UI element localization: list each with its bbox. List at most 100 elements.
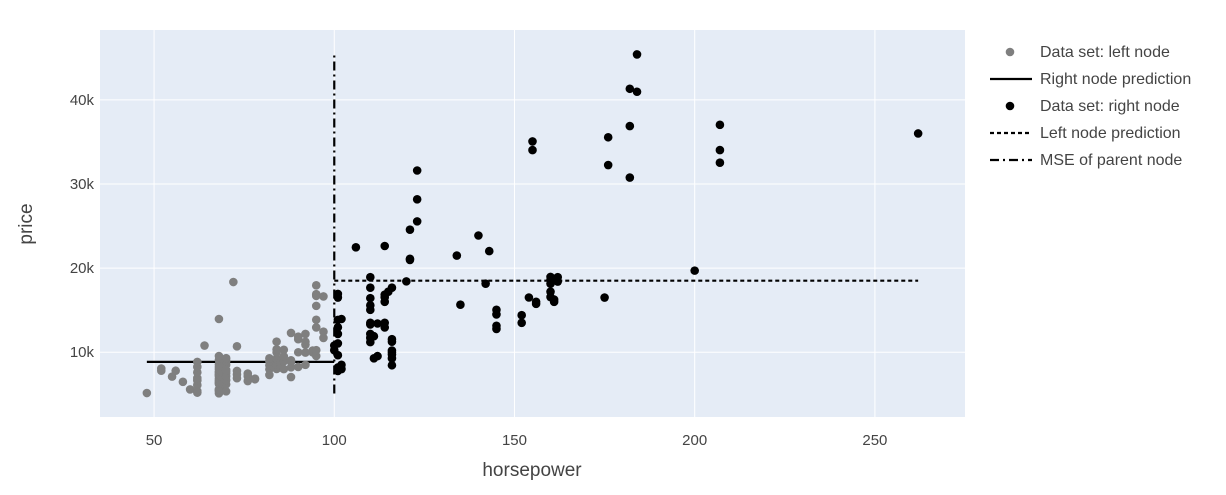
right-node-point <box>452 251 462 260</box>
right-node-point <box>402 277 411 286</box>
right-node-point <box>600 293 609 302</box>
left-node-point <box>272 337 281 346</box>
legend: Data set: left node Right node prediction… <box>990 44 1191 169</box>
right-node-point <box>380 241 390 251</box>
right-node-point <box>690 266 699 275</box>
right-node-point <box>366 300 375 310</box>
right-node-point <box>405 254 415 264</box>
right-node-point <box>632 50 642 59</box>
left-node-point <box>301 360 310 370</box>
right-node-point <box>333 329 343 339</box>
right-node-point <box>333 350 343 360</box>
x-tick-label: 50 <box>146 432 163 449</box>
legend-marker <box>1005 101 1015 111</box>
right-node-point <box>528 137 537 146</box>
right-node-point <box>405 225 415 234</box>
right-node-point <box>492 305 501 315</box>
y-tick-label: 20k <box>70 260 95 277</box>
left-node-point <box>232 342 242 351</box>
left-node-point <box>142 388 152 398</box>
left-node-point <box>279 364 289 374</box>
right-node-point <box>553 272 563 282</box>
right-node-point <box>333 322 343 332</box>
left-node-point <box>193 357 202 367</box>
right-node-point <box>481 279 490 288</box>
right-node-point <box>412 195 422 204</box>
left-node-point <box>221 353 231 363</box>
right-node-point <box>492 321 501 331</box>
right-node-point <box>366 318 375 328</box>
y-tick-label: 40k <box>70 92 95 109</box>
left-node-point <box>319 292 328 301</box>
right-node-point <box>366 272 375 282</box>
left-node-point <box>301 348 310 357</box>
left-node-point <box>250 374 260 383</box>
right-node-point <box>625 173 635 182</box>
left-node-point <box>272 345 281 354</box>
right-node-point <box>333 339 343 348</box>
left-node-point <box>311 323 321 332</box>
left-node-point <box>311 301 321 311</box>
right-node-point <box>456 300 465 310</box>
legend-marker <box>1005 47 1015 57</box>
right-node-point <box>517 318 526 328</box>
right-node-point <box>474 231 483 240</box>
right-node-point <box>715 120 725 130</box>
left-node-point <box>311 345 321 355</box>
right-node-point <box>484 246 494 256</box>
right-node-point <box>373 319 382 328</box>
left-node-point <box>193 388 202 397</box>
series-layer <box>142 50 923 398</box>
y-axis-title: price <box>16 203 37 244</box>
right-node-point <box>625 121 635 131</box>
y-tick-label: 10k <box>70 344 95 361</box>
right-node-point <box>373 351 382 361</box>
right-node-point <box>625 84 635 94</box>
left-node-point <box>319 327 328 336</box>
left-node-point <box>301 329 310 339</box>
right-node-point <box>632 87 642 97</box>
left-node-point <box>265 353 274 363</box>
right-node-point <box>337 314 346 324</box>
x-tick-label: 200 <box>682 432 707 449</box>
right-node-point <box>546 272 555 282</box>
right-node-point <box>528 145 537 155</box>
right-node-point <box>412 166 422 175</box>
legend-label: Left node prediction <box>1040 125 1181 142</box>
left-node-point <box>311 289 321 299</box>
left-node-point <box>221 387 231 396</box>
x-tick-label: 100 <box>322 432 347 449</box>
left-node-point <box>243 369 253 378</box>
x-axis-title: horsepower <box>482 460 582 481</box>
left-node-point <box>286 356 296 365</box>
right-node-point <box>524 293 534 302</box>
right-node-point <box>517 310 526 320</box>
right-node-point <box>715 158 725 167</box>
right-node-point <box>387 360 397 370</box>
right-node-point <box>387 346 397 355</box>
right-node-point <box>337 360 346 370</box>
right-node-point <box>603 160 613 170</box>
legend-label: Data set: right node <box>1040 98 1180 115</box>
left-node-point <box>293 347 303 357</box>
right-node-point <box>366 283 375 292</box>
right-node-point <box>380 318 390 328</box>
grid-lines <box>100 30 965 417</box>
left-node-point <box>156 364 166 373</box>
legend-label: Right node prediction <box>1040 71 1191 88</box>
left-node-point <box>279 345 289 355</box>
right-node-point <box>351 243 361 252</box>
right-node-point <box>531 297 541 307</box>
right-node-point <box>412 217 422 226</box>
left-node-point <box>279 352 289 361</box>
left-node-point <box>286 328 296 338</box>
legend-label: Data set: left node <box>1040 44 1170 61</box>
y-tick-label: 30k <box>70 176 95 193</box>
right-node-point <box>546 287 555 296</box>
left-node-point <box>301 337 310 347</box>
x-axis-ticks: 50 100 150 200 250 <box>146 432 888 449</box>
left-node-point <box>311 315 321 325</box>
right-node-point <box>913 129 923 138</box>
left-node-point <box>286 372 296 382</box>
legend-label: MSE of parent node <box>1040 152 1182 169</box>
